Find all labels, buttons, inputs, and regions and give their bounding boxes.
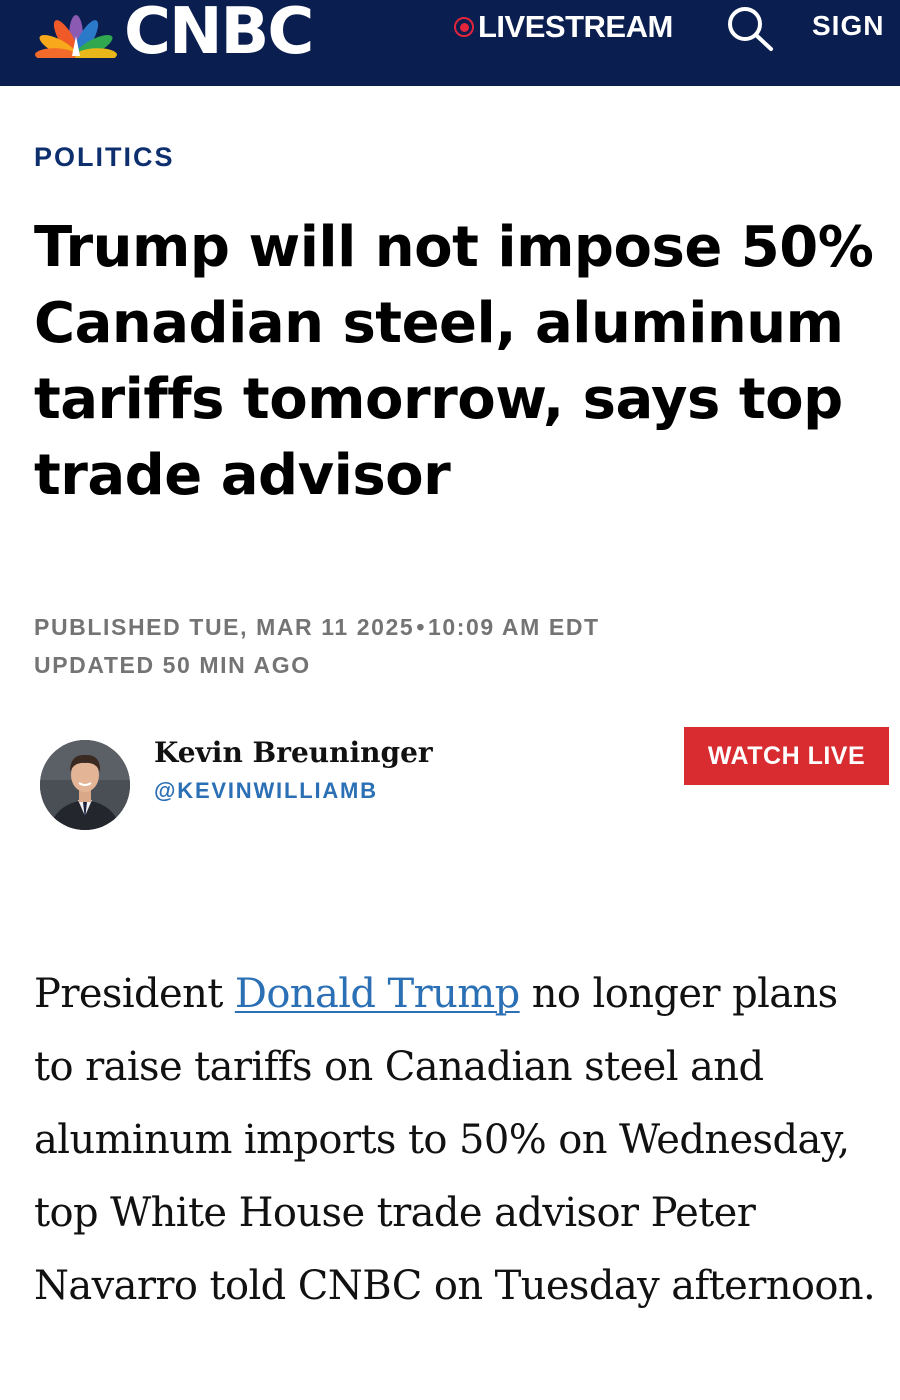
updated-timestamp: UPDATED 50 MIN AGO	[34, 652, 311, 678]
article-body-paragraph: President Donald Trump no longer plans t…	[34, 958, 884, 1323]
nbc-peacock-icon	[35, 15, 117, 58]
search-icon[interactable]	[724, 4, 776, 52]
published-timestamp: PUBLISHED TUE, MAR 11 2025•10:09 AM EDT	[34, 614, 600, 641]
cnbc-logo[interactable]: CNBC	[30, 0, 314, 69]
published-time: 10:09 AM EDT	[427, 614, 600, 640]
author-name[interactable]: Kevin Breuninger	[154, 736, 433, 769]
record-dot-icon	[454, 17, 474, 37]
author-handle[interactable]: @KEVINWILLIAMB	[154, 778, 378, 803]
body-suffix: no longer plans to raise tariffs on Cana…	[34, 971, 876, 1309]
sign-in-link[interactable]: SIGN	[812, 10, 885, 41]
article-headline: Trump will not impose 50% Canadian steel…	[34, 215, 874, 508]
author-avatar[interactable]	[40, 740, 130, 830]
section-label[interactable]: POLITICS	[34, 142, 175, 172]
published-date: PUBLISHED TUE, MAR 11 2025	[34, 614, 415, 640]
logo-text: CNBC	[124, 0, 314, 69]
person-portrait-icon	[40, 740, 130, 830]
body-prefix: President	[34, 971, 235, 1017]
donald-trump-link[interactable]: Donald Trump	[234, 971, 520, 1017]
published-separator: •	[416, 614, 426, 640]
top-navigation-bar: CNBC LIVESTREAM SIGN	[0, 0, 900, 86]
livestream-label: LIVESTREAM	[478, 9, 673, 44]
watch-live-button[interactable]: WATCH LIVE	[684, 727, 889, 785]
livestream-link[interactable]: LIVESTREAM	[454, 9, 673, 44]
